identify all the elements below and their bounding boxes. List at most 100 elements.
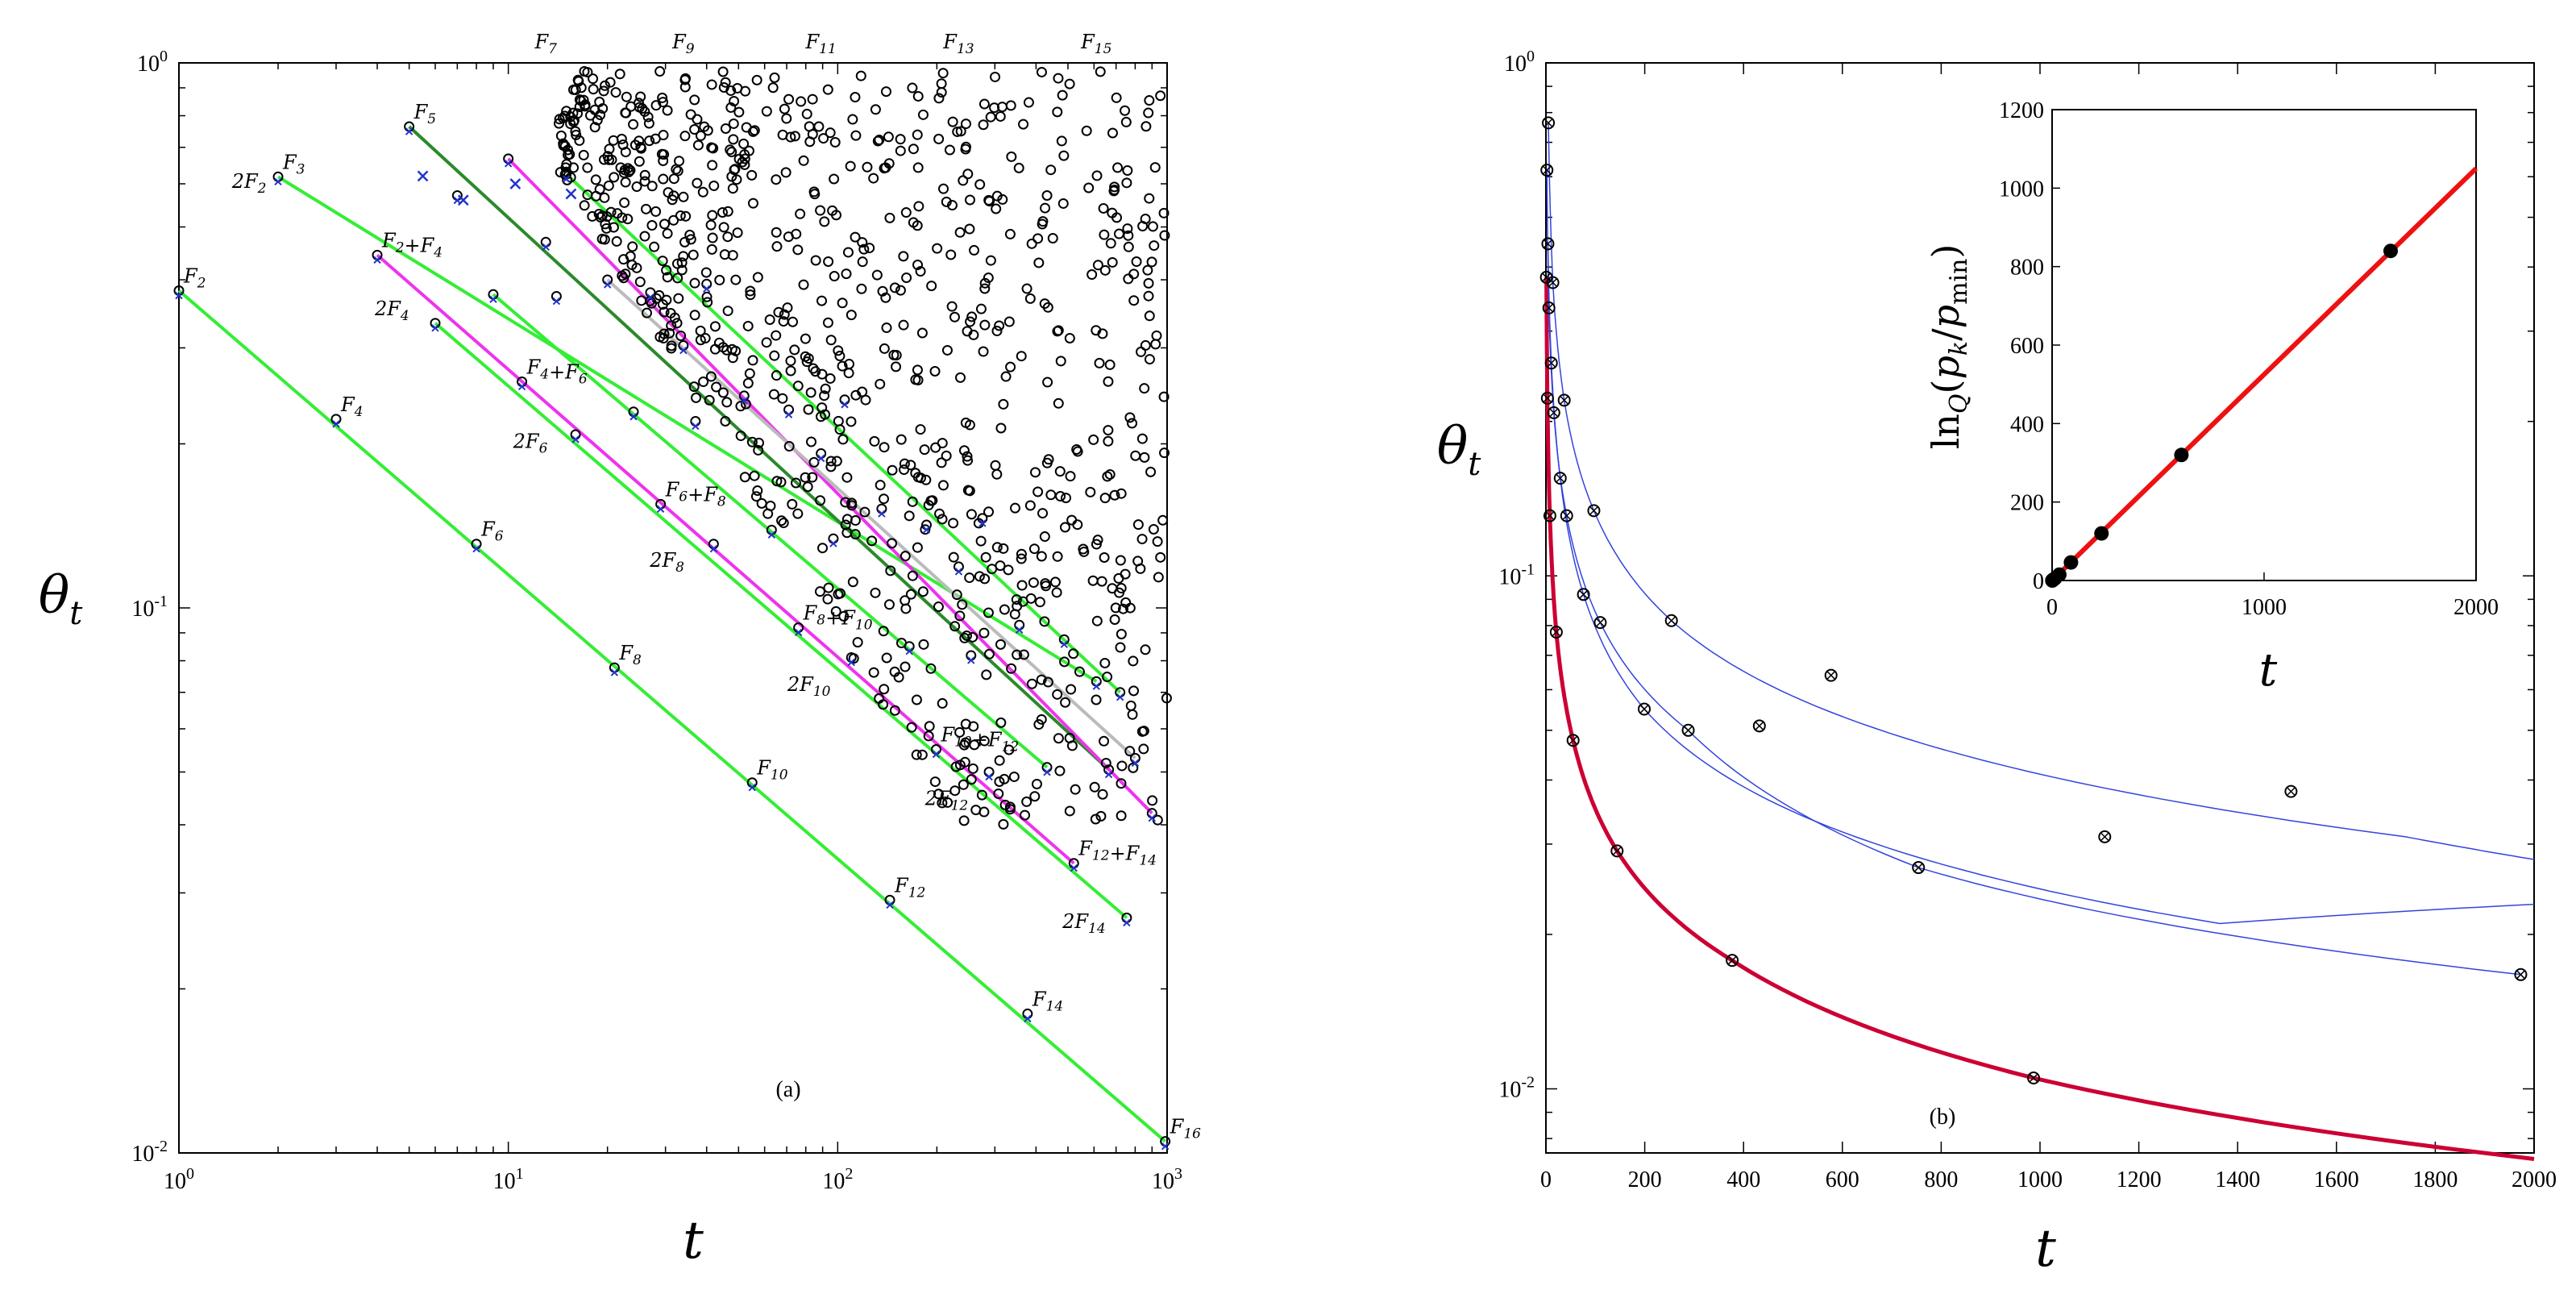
cloud-circle: [925, 495, 937, 506]
data-point-cross: [1560, 395, 1569, 405]
cloud-circle: [1104, 359, 1116, 370]
panel-b-points: [1539, 116, 2528, 1085]
cloud-circle: [622, 214, 634, 225]
cloud-circle: [847, 576, 858, 588]
cloud-circle: [600, 80, 611, 91]
cloud-circle: [747, 126, 758, 137]
data-point-cross: [922, 526, 931, 534]
panel-b-inset: 0 1000 2000 0 200 400 600 800 1000 1200 t lnQ(pk/…: [1924, 98, 2499, 697]
cloud-circle: [649, 241, 660, 252]
data-point-cross: [2100, 832, 2109, 842]
cloud-circle: [1144, 310, 1155, 322]
cloud-circle: [1116, 628, 1127, 639]
cloud-circle: [917, 586, 929, 597]
cloud-circle: [618, 254, 629, 265]
cloud-circle: [829, 136, 841, 148]
cloud-circle: [1136, 726, 1148, 737]
cloud-circle: [983, 648, 995, 660]
cloud-circle: [910, 468, 921, 479]
data-point-circle: [1912, 861, 1926, 875]
cloud-circle: [912, 162, 924, 173]
cloud-circle: [705, 219, 717, 231]
data-point-circle: [1824, 668, 1838, 682]
cloud-circle: [689, 277, 700, 289]
cloud-circle: [729, 95, 740, 106]
cloud-circle: [1057, 89, 1068, 101]
cloud-circle: [695, 325, 706, 336]
x-tick-label: 1800: [2412, 1167, 2458, 1192]
cloud-circle: [991, 542, 1003, 553]
data-point-cross: [405, 127, 413, 135]
cloud-circle: [952, 126, 963, 137]
cloud-circle: [555, 130, 567, 141]
cloud-circle: [662, 272, 673, 283]
cloud-circle: [779, 309, 790, 320]
cloud-circle: [900, 661, 911, 672]
cloud-circle: [975, 303, 987, 314]
data-point-circle: [1577, 588, 1590, 601]
data-point-circle: [1541, 237, 1555, 251]
cloud-circle: [1006, 663, 1017, 674]
cloud-circle: [621, 91, 632, 102]
data-point-circle: [2027, 1072, 2041, 1085]
data-point-circle: [2284, 784, 2298, 798]
data-point-cross: [967, 656, 975, 664]
cloud-circle: [974, 571, 985, 582]
cloud-circle: [689, 310, 700, 321]
cloud-circle: [1116, 810, 1127, 822]
cloud-circle: [1090, 814, 1101, 825]
data-point-cross: [679, 346, 688, 355]
cloud-circle: [845, 160, 856, 172]
cloud-circle: [1081, 125, 1092, 136]
cloud-circle: [702, 125, 713, 136]
cloud-circle: [1143, 277, 1154, 289]
cloud-circle: [769, 72, 780, 83]
data-point-circle: [1566, 734, 1580, 747]
cloud-circle: [582, 67, 593, 78]
cloud-circle: [999, 604, 1010, 615]
cloud-circle: [816, 368, 828, 380]
data-point-circle: [1014, 619, 1025, 630]
cloud-circle: [889, 282, 900, 293]
cloud-circle: [1132, 556, 1144, 567]
cloud-circle: [615, 162, 626, 173]
cloud-circle: [594, 96, 605, 107]
cloud-circle: [778, 518, 789, 529]
cloud-circle: [620, 177, 631, 188]
cloud-circle: [906, 722, 917, 733]
cloud-circle: [912, 374, 924, 385]
cloud-circle: [1021, 796, 1032, 807]
cloud-circle: [756, 497, 767, 509]
cloud-circle: [792, 381, 804, 392]
cloud-circle: [831, 456, 842, 467]
cloud-circle: [912, 90, 924, 102]
cloud-circle: [671, 318, 683, 329]
cloud-circle: [589, 122, 600, 133]
cloud-circle: [631, 262, 642, 273]
cloud-circle: [917, 109, 929, 120]
cloud-circle: [659, 328, 670, 339]
cloud-circle: [979, 283, 991, 294]
cloud-circle: [801, 108, 812, 119]
cloud-circle: [1107, 256, 1118, 268]
cloud-circle: [1140, 644, 1151, 655]
cloud-circle: [888, 349, 900, 360]
data-point-cross: [1556, 473, 1565, 483]
x-tick-label: 0: [1540, 1167, 1552, 1192]
cloud-circle: [1145, 466, 1157, 477]
data-point-cross: [2516, 970, 2525, 980]
series-label: F4: [340, 393, 363, 420]
cloud-circle: [1012, 649, 1023, 660]
cloud-circle: [800, 472, 811, 483]
cloud-circle: [754, 437, 765, 448]
cloud-circle: [880, 292, 891, 303]
cloud-circle: [700, 333, 711, 344]
cloud-circle: [1142, 264, 1153, 276]
cloud-circle: [868, 173, 879, 184]
cloud-circle: [819, 390, 830, 402]
inset-point: [2051, 567, 2067, 582]
cloud-circle: [1116, 488, 1127, 499]
cloud-circle: [611, 235, 622, 247]
series-label: F3: [282, 151, 305, 177]
x-tick-label: 600: [1826, 1167, 1859, 1192]
